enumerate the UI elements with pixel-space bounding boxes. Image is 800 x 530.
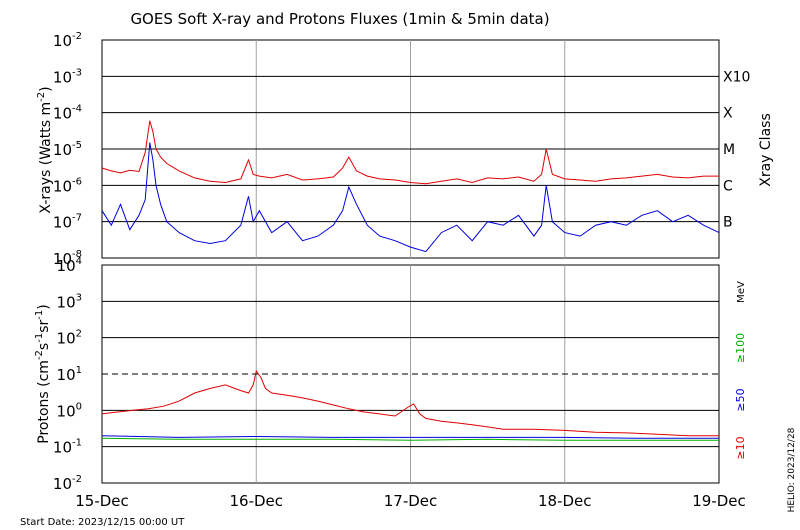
- series-line-1-0: [101, 369, 719, 437]
- chart-title: GOES Soft X-ray and Protons Fluxes (1min…: [130, 10, 549, 28]
- xray-y-axis-label-exp: -2: [36, 92, 47, 102]
- y-tick-base: 10: [53, 68, 72, 86]
- y-tick-base: 10: [57, 293, 76, 311]
- proton-y-axis-label-exp1: -2: [34, 350, 45, 360]
- y-tick-exp: 1: [76, 365, 82, 376]
- y-tick-label-0-6: 10-8: [53, 249, 82, 268]
- y-tick-exp: -7: [72, 213, 82, 224]
- y-tick-base: 10: [53, 105, 72, 123]
- proton-y-axis-label-close: ): [36, 304, 52, 309]
- y-tick-label-1-6: 10-2: [53, 474, 82, 493]
- y-tick-base: 10: [53, 177, 72, 195]
- proton-grid: [102, 265, 719, 483]
- proton-series: [101, 369, 719, 441]
- xray-class-labels: X10 X M C B: [723, 69, 750, 230]
- y-tick-label-0-2: 10-4: [53, 104, 82, 123]
- proton-y-axis-label: Protons (cm-2s-1sr-1): [34, 304, 52, 443]
- xray-y-axis-label-text: X-rays (Watts m: [38, 102, 54, 214]
- proton-legend-100: ≥100: [734, 333, 747, 363]
- y-tick-exp: -2: [72, 474, 82, 485]
- proton-y-axis-label-text: Protons (cm: [36, 360, 52, 444]
- y-tick-base: 10: [53, 439, 72, 457]
- y-tick-label-1-4: 100: [57, 401, 82, 420]
- y-tick-exp: -3: [72, 67, 82, 78]
- y-tick-exp: -5: [72, 140, 82, 151]
- xray-class-B: B: [723, 215, 733, 231]
- series-line-0-0: [101, 120, 719, 185]
- xray-class-axis-label: Xray Class: [758, 113, 774, 187]
- y-tick-base: 10: [57, 330, 76, 348]
- y-tick-label-1-3: 101: [57, 365, 82, 384]
- y-tick-exp: 4: [76, 256, 82, 267]
- xray-series: [101, 120, 720, 253]
- y-tick-label-1-5: 10-1: [53, 438, 82, 457]
- series-line-1-1: [101, 435, 719, 439]
- series-line-1-2: [101, 437, 719, 441]
- x-tick-label-1: 16-Dec: [229, 492, 283, 510]
- y-tick-base: 10: [53, 475, 72, 493]
- start-date-label: Start Date: 2023/12/15 00:00 UT: [20, 517, 185, 528]
- y-tick-label-1-0: 104: [57, 256, 82, 275]
- xray-grid: [102, 40, 719, 258]
- y-tick-base: 10: [53, 214, 72, 232]
- proton-energy-unit: MeV: [736, 281, 747, 303]
- y-tick-exp: 3: [76, 292, 82, 303]
- helio-credit: HELIO: 2023/12/28: [787, 427, 797, 512]
- y-tick-exp: -8: [72, 249, 82, 260]
- y-tick-base: 10: [53, 250, 72, 268]
- proton-legend-50: ≥50: [734, 388, 747, 411]
- y-tick-label-0-1: 10-3: [53, 67, 82, 86]
- y-tick-exp: -1: [72, 438, 82, 449]
- proton-y-axis-label-sr: sr: [36, 319, 52, 332]
- y-tick-label-0-0: 10-2: [53, 31, 82, 50]
- xray-y-axis-label-close: ): [38, 86, 54, 91]
- y-tick-exp: -4: [72, 104, 82, 115]
- xray-class-M: M: [723, 142, 735, 158]
- xray-class-C: C: [723, 178, 733, 194]
- y-tick-label-1-1: 103: [57, 292, 82, 311]
- x-tick-label-4: 19-Dec: [692, 492, 746, 510]
- y-tick-exp: 0: [76, 401, 82, 412]
- y-tick-exp: 2: [76, 329, 82, 340]
- proton-y-axis-label-s: s: [36, 343, 52, 350]
- xray-class-X10: X10: [723, 69, 750, 85]
- xray-y-tick-labels: 10-210-310-410-510-610-710-8: [53, 31, 82, 268]
- x-tick-label-0: 15-Dec: [75, 492, 129, 510]
- y-tick-label-1-2: 102: [57, 329, 82, 348]
- y-tick-label-0-5: 10-7: [53, 213, 82, 232]
- proton-legend-10: ≥10: [734, 436, 747, 459]
- y-tick-base: 10: [57, 402, 76, 420]
- proton-y-axis-label-exp2: -1: [34, 333, 45, 343]
- y-tick-base: 10: [57, 257, 76, 275]
- y-tick-label-0-4: 10-6: [53, 176, 82, 195]
- y-tick-exp: -2: [72, 31, 82, 42]
- x-tick-label-2: 17-Dec: [384, 492, 438, 510]
- xray-class-X: X: [723, 106, 733, 122]
- x-tick-label-3: 18-Dec: [538, 492, 592, 510]
- y-tick-base: 10: [53, 141, 72, 159]
- y-tick-exp: -6: [72, 176, 82, 187]
- proton-y-axis-label-exp3: -1: [34, 310, 45, 320]
- y-tick-label-0-3: 10-5: [53, 140, 82, 159]
- x-tick-labels: 15-Dec 16-Dec 17-Dec 18-Dec 19-Dec: [75, 492, 746, 510]
- xray-y-axis-label: X-rays (Watts m-2): [36, 86, 54, 213]
- y-tick-base: 10: [57, 366, 76, 384]
- series-line-0-1: [101, 142, 720, 253]
- y-tick-base: 10: [53, 32, 72, 50]
